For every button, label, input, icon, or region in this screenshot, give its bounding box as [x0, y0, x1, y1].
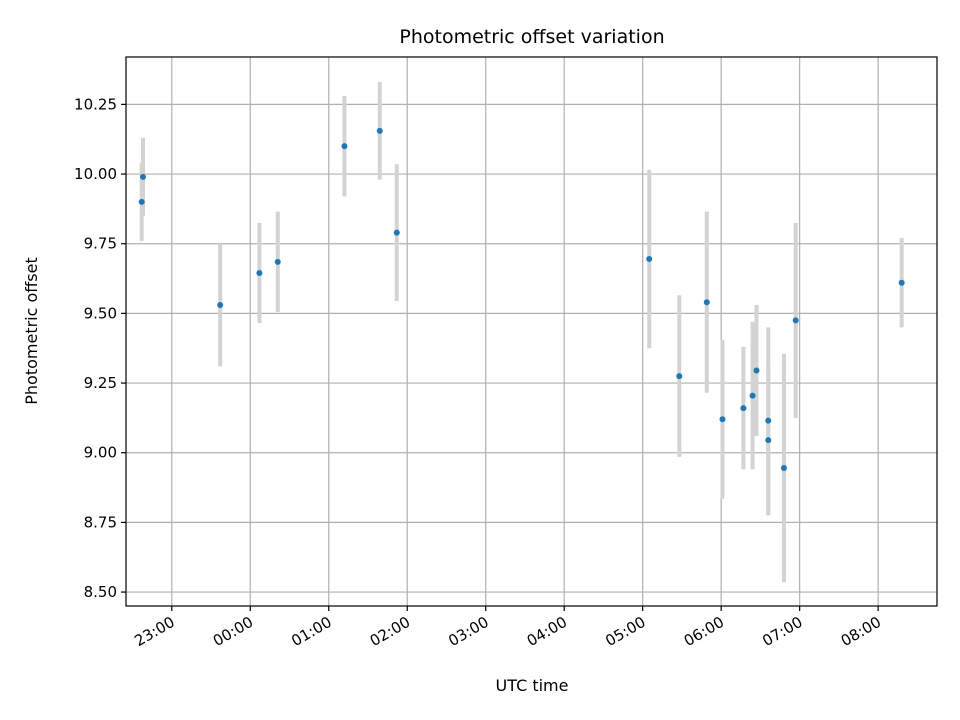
- data-point: [765, 437, 772, 444]
- data-point: [217, 302, 224, 309]
- data-point: [749, 392, 756, 399]
- data-point: [719, 416, 726, 423]
- x-axis-label: UTC time: [496, 676, 569, 695]
- y-tick-label: 9.75: [84, 235, 117, 253]
- chart-title: Photometric offset variation: [399, 26, 664, 48]
- data-point: [393, 229, 400, 236]
- y-tick-label: 8.75: [84, 513, 117, 531]
- y-axis-label: Photometric offset: [22, 257, 41, 405]
- data-point: [898, 279, 905, 286]
- y-tick-label: 9.00: [84, 444, 117, 462]
- plot-frame: [125, 56, 938, 607]
- data-point: [274, 258, 281, 265]
- data-point: [138, 198, 145, 205]
- data-point: [703, 299, 710, 306]
- data-point: [780, 465, 787, 472]
- grid: [126, 57, 937, 606]
- y-tick-label: 9.25: [84, 374, 117, 392]
- y-tick-label: 8.50: [84, 583, 117, 601]
- data-point: [646, 256, 653, 263]
- data-point: [256, 269, 263, 276]
- data-point: [341, 143, 348, 150]
- data-point: [765, 417, 772, 424]
- y-tick-label: 9.50: [84, 304, 117, 322]
- data-points: [138, 127, 905, 472]
- y-tick-label: 10.00: [74, 165, 117, 183]
- y-tick-label: 10.25: [74, 95, 117, 113]
- y-axis-ticks: 8.50 8.75 9.00 9.25 9.50 9.75 10.00 10.25: [74, 95, 126, 601]
- data-point: [740, 405, 747, 412]
- data-point: [140, 173, 147, 180]
- data-point: [676, 373, 683, 380]
- data-point: [753, 367, 760, 374]
- data-point: [376, 127, 383, 134]
- data-point: [792, 317, 799, 324]
